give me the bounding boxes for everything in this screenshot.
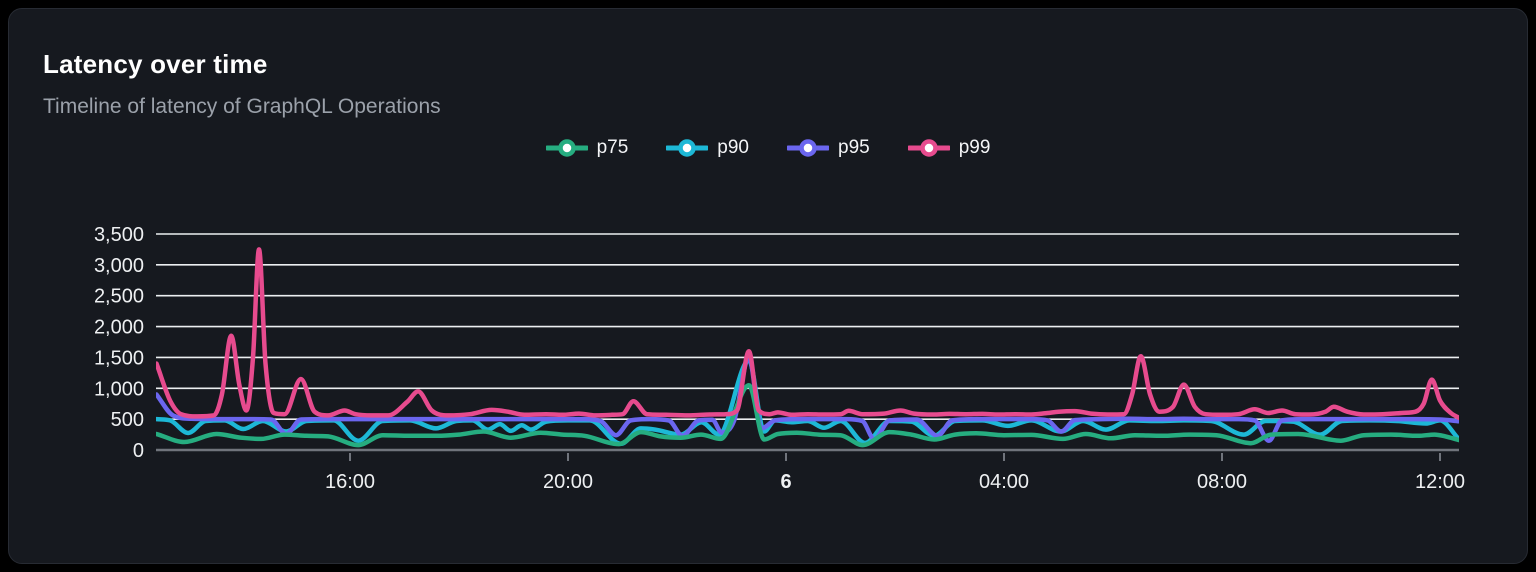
- y-axis-tick-label: 3,000: [94, 255, 144, 277]
- x-axis-tick-label: 12:00: [1415, 471, 1465, 493]
- legend-label: p75: [596, 137, 629, 158]
- legend-marker-icon: [907, 139, 950, 157]
- legend-item-p90[interactable]: p90: [666, 137, 749, 159]
- x-axis-tick-label: 04:00: [979, 471, 1029, 493]
- y-axis-tick-label: 500: [111, 409, 144, 431]
- x-axis-tick-label: 20:00: [543, 471, 593, 493]
- legend-label: p95: [838, 137, 870, 158]
- x-axis-tick-label: 16:00: [325, 471, 375, 493]
- legend-marker-icon: [787, 139, 829, 157]
- legend-label: p99: [958, 137, 991, 158]
- latency-panel: Latency over time Timeline of latency of…: [8, 8, 1528, 564]
- y-axis-tick-label: 1,500: [94, 347, 144, 369]
- legend-item-p75[interactable]: p75: [545, 137, 629, 159]
- x-axis-tick-label: 08:00: [1197, 471, 1247, 493]
- y-axis-tick-label: 0: [133, 440, 144, 462]
- series-line-p95: [156, 355, 1459, 443]
- x-axis-tick-label: 6: [780, 471, 791, 493]
- chart-legend: p75 p90 p95 p99: [9, 137, 1527, 159]
- chart-title: Latency over time: [43, 49, 268, 79]
- legend-item-p95[interactable]: p95: [787, 137, 870, 159]
- legend-label: p90: [717, 137, 749, 158]
- series-line-p75: [156, 382, 1459, 448]
- legend-marker-icon: [666, 139, 709, 157]
- legend-item-p99[interactable]: p99: [907, 137, 991, 159]
- y-axis-tick-label: 2,000: [94, 317, 144, 339]
- y-axis-tick-label: 1,000: [94, 378, 144, 400]
- latency-line-chart: 0 500 1,000 1,500 2,000 2,500 3,000 3,500 16:00 2…: [94, 224, 1465, 493]
- legend-marker-icon: [545, 139, 588, 157]
- y-axis-tick-label: 3,500: [94, 224, 144, 246]
- y-axis-tick-label: 2,500: [94, 286, 144, 308]
- chart-subtitle: Timeline of latency of GraphQL Operation…: [43, 95, 441, 118]
- series-line-p99: [156, 247, 1459, 421]
- series-line-p90: [156, 358, 1459, 447]
